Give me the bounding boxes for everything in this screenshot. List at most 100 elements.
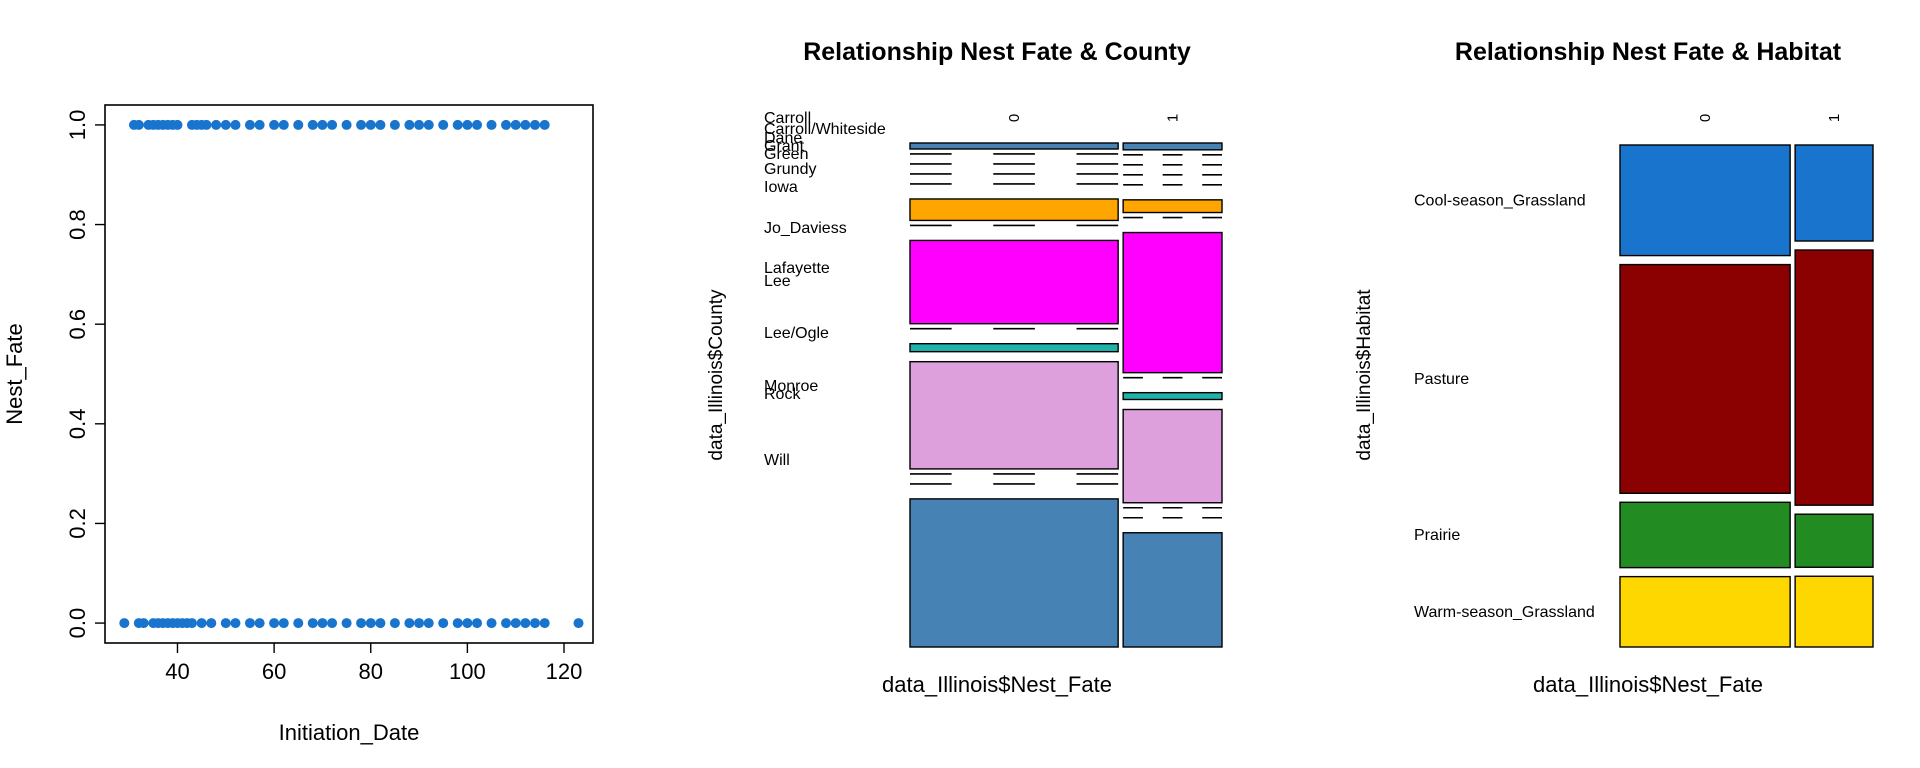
mosaic-row-label: Dane (764, 130, 802, 147)
mosaic-tile (1794, 575, 1874, 648)
scatter-point (510, 119, 521, 130)
county-mosaic-y-label: data_Illinois$County (706, 289, 727, 461)
scatter-y-label: Nest_Fate (2, 323, 27, 425)
scatter-point (244, 119, 255, 130)
scatter-point (438, 618, 449, 629)
scatter-point (230, 618, 241, 629)
scatter-point (414, 119, 425, 130)
scatter-point (317, 119, 328, 130)
scatter-point (138, 618, 149, 629)
mosaic-row-label: Will (764, 452, 790, 469)
mosaic-tile (1619, 575, 1791, 648)
mosaic-tile (909, 360, 1119, 470)
scatter-point (220, 618, 231, 629)
mosaic-tile (909, 198, 1119, 222)
scatter-x-tick-label: 60 (262, 659, 286, 684)
mosaic-row-label: Carroll/Whiteside (764, 121, 886, 138)
scatter-point (423, 618, 434, 629)
mosaic-row-label: Green (764, 146, 808, 163)
scatter-point (452, 618, 463, 629)
mosaic-tile (1122, 391, 1223, 401)
scatter-point (211, 119, 222, 130)
scatter-point (172, 119, 183, 130)
scatter-point (186, 618, 197, 629)
scatter-point (327, 119, 338, 130)
scatter-point (501, 618, 512, 629)
scatter-point (254, 119, 265, 130)
scatter-point (404, 119, 415, 130)
scatter-x-tick-label: 80 (359, 659, 383, 684)
scatter-point (341, 119, 352, 130)
mosaic-tile (1122, 199, 1223, 214)
mosaic-tile (1794, 144, 1874, 242)
mosaic-row-label: Rock (764, 386, 801, 403)
mosaic-row-label: Warm-season_Grassland (1414, 604, 1595, 621)
scatter-x-tick-label: 120 (546, 659, 583, 684)
scatter-point (119, 618, 130, 629)
mosaic-column-label: 0 (1697, 114, 1714, 122)
mosaic-column-label: 0 (1006, 114, 1023, 122)
scatter-point (520, 119, 531, 130)
scatter-point (133, 119, 144, 130)
county-mosaic-title: Relationship Nest Fate & County (803, 38, 1191, 66)
scatter-point (404, 618, 415, 629)
scatter-point (201, 119, 212, 130)
scatter-point (365, 618, 376, 629)
scatter-point (462, 618, 473, 629)
scatter-y-tick-label: 1.0 (65, 110, 90, 141)
scatter-point (389, 119, 400, 130)
scatter-point (269, 618, 280, 629)
scatter-y-tick-label: 0.6 (65, 309, 90, 340)
scatter-x-label: Initiation_Date (279, 720, 420, 745)
mosaic-tile (1619, 501, 1791, 569)
scatter-point (196, 618, 207, 629)
scatter-point (389, 618, 400, 629)
scatter-points (119, 119, 584, 629)
mosaic-tile (1122, 532, 1223, 648)
scatter-point (365, 119, 376, 130)
county-mosaic-tiles: 0 1 CarrollCarroll/WhitesideDaneGrantGreen… (764, 110, 1223, 648)
scatter-point (293, 119, 304, 130)
mosaic-row-label: Lee/Ogle (764, 325, 829, 342)
scatter-x-tick-label: 100 (449, 659, 486, 684)
scatter-point (206, 618, 217, 629)
scatter-point (307, 618, 318, 629)
mosaic-row-label: Carroll (764, 110, 811, 127)
scatter-point (375, 119, 386, 130)
mosaic-column-label: 1 (1165, 114, 1182, 122)
scatter-y-axis: 0.0 0.2 0.4 0.6 0.8 1.0 (65, 110, 105, 638)
mosaic-row-label: Jo_Daviess (764, 220, 847, 237)
scatter-point (462, 119, 473, 130)
scatter-point (220, 119, 231, 130)
mosaic-tile (1794, 249, 1874, 506)
mosaic-tile (1619, 144, 1791, 257)
mosaic-row-label: Monroe (764, 378, 818, 395)
scatter-point (452, 119, 463, 130)
scatter-point (438, 119, 449, 130)
scatter-point (307, 119, 318, 130)
scatter-point (293, 618, 304, 629)
mosaic-column-label: 1 (1826, 114, 1843, 122)
scatter-point (230, 119, 241, 130)
scatter-point (520, 618, 531, 629)
mosaic-tile (1122, 142, 1223, 151)
scatter-point (375, 618, 386, 629)
scatter-point (356, 618, 367, 629)
scatter-point (327, 618, 338, 629)
scatter-point (501, 119, 512, 130)
habitat-mosaic-tiles: 0 1 Cool-season_Grassland Pasture Prairie War… (1414, 114, 1874, 648)
scatter-point (539, 119, 550, 130)
mosaic-row-label: Pasture (1414, 371, 1469, 388)
scatter-x-tick-label: 40 (165, 659, 189, 684)
county-mosaic-panel: Relationship Nest Fate & County 0 1 Carrol… (706, 38, 1223, 697)
scatter-point (539, 618, 550, 629)
habitat-mosaic-y-label: data_Illinois$Habitat (1354, 289, 1375, 461)
scatter-point (269, 119, 280, 130)
mosaic-row-label: Prairie (1414, 527, 1460, 544)
scatter-y-tick-label: 0.4 (65, 409, 90, 440)
scatter-point (317, 618, 328, 629)
scatter-point (341, 618, 352, 629)
scatter-x-axis: 40 60 80 100 120 (165, 643, 582, 684)
scatter-plot-box (104, 104, 594, 644)
